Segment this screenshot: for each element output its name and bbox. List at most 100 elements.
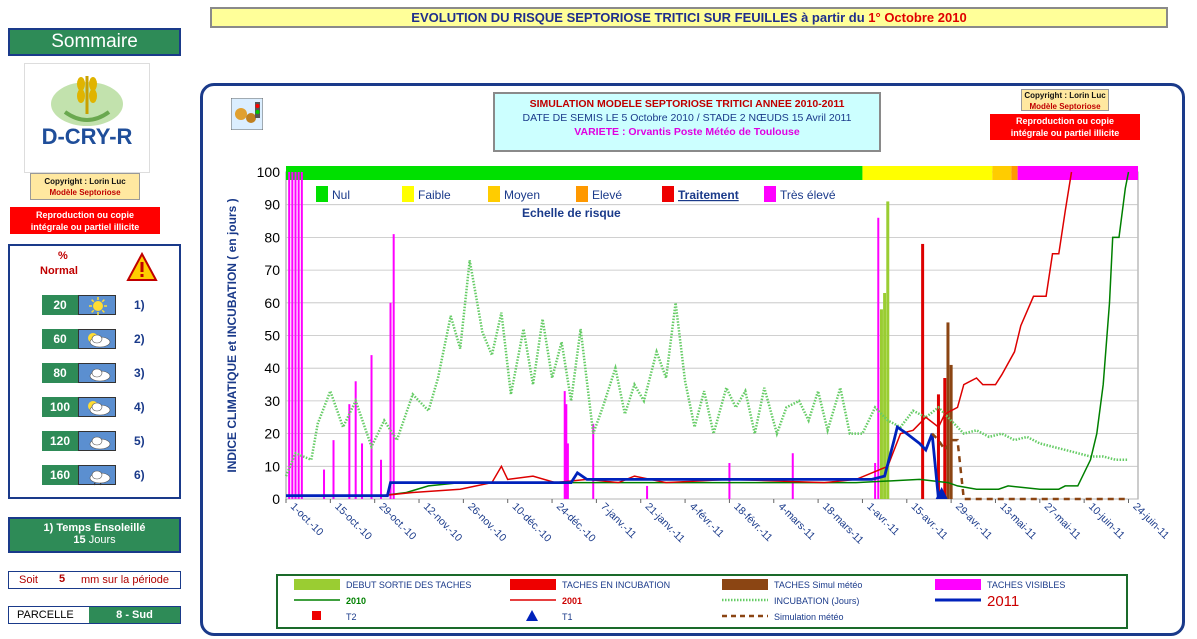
bar-taches-visibles xyxy=(323,469,326,499)
legend-label: TACHES VISIBLES xyxy=(987,580,1065,590)
bar-taches-visibles xyxy=(646,485,649,499)
risk-swatch xyxy=(764,186,776,202)
soit-unit: mm sur la période xyxy=(81,574,170,586)
bar-taches-en-incubation xyxy=(936,394,940,499)
scenario-row[interactable]: 120 5) xyxy=(10,430,180,452)
repro-line1: Reproduction ou copie xyxy=(36,210,134,220)
y-tick-label: 20 xyxy=(264,426,280,442)
bar-taches-visibles xyxy=(370,355,373,499)
wheat-logo-icon: D-CRY-R xyxy=(42,76,133,149)
legend-label: TACHES Simul météo xyxy=(774,580,862,590)
bar-taches-visibles xyxy=(877,217,880,499)
scenario-percent: 100 xyxy=(42,397,78,417)
risk-swatch xyxy=(662,186,674,202)
parcelle-value[interactable]: 8 - Sud xyxy=(89,607,180,623)
bar-taches-visibles xyxy=(332,440,335,499)
x-tick-label: 1-oct.-10 xyxy=(288,501,326,539)
series-line-2011 xyxy=(286,424,940,500)
scenario-number: 5) xyxy=(134,434,145,448)
soit-label: Soit xyxy=(19,574,38,586)
repro-line2: intégrale ou partiel illicite xyxy=(30,222,140,232)
x-tick-label: 15-oct.-10 xyxy=(332,501,374,543)
parcelle-label: PARCELLE xyxy=(17,609,74,621)
risk-scale-label: Traitement xyxy=(678,188,739,202)
risk-band-segment xyxy=(992,166,1012,180)
bar-taches-visibles xyxy=(300,172,303,499)
scenario-row[interactable]: 160 6) xyxy=(10,464,180,486)
bar-taches-visibles xyxy=(354,381,357,499)
legend-swatch xyxy=(526,610,538,621)
bar-taches-visibles xyxy=(297,172,300,499)
legend-label: INCUBATION (Jours) xyxy=(774,596,859,606)
bar-taches-en-incubation xyxy=(943,378,947,499)
reproduction-warning-right: Reproduction ou copie intégrale ou parti… xyxy=(990,114,1140,140)
x-tick-label: 18-mars-11 xyxy=(820,501,866,547)
bar-taches-visibles xyxy=(791,453,794,499)
sim-line2: DATE DE SEMIS LE 5 Octobre 2010 / STADE … xyxy=(522,112,852,124)
x-tick-label: 1-avr.-11 xyxy=(864,501,901,538)
y-tick-label: 30 xyxy=(264,393,280,409)
sommaire-button[interactable]: Sommaire xyxy=(8,28,181,56)
legend-swatch xyxy=(722,579,768,590)
cloud-icon xyxy=(78,363,116,383)
title-main: EVOLUTION DU RISQUE SEPTORIOSE TRITICI S… xyxy=(411,10,869,25)
scenario-row[interactable]: 80 3) xyxy=(10,362,180,384)
risk-band-segment xyxy=(1017,166,1138,180)
x-tick-label: 4-févr.-11 xyxy=(687,501,726,540)
x-tick-label: 27-mai-11 xyxy=(1042,501,1083,542)
weather-station-icon xyxy=(231,98,263,130)
normal-label: Normal xyxy=(40,265,78,277)
sun-cloud-icon xyxy=(78,397,116,417)
legend-label: TACHES EN INCUBATION xyxy=(562,580,670,590)
x-tick-label: 10-déc.-10 xyxy=(510,501,554,545)
risk-scale-label: Très élevé xyxy=(780,188,836,202)
temps-box: 1) Temps Ensoleillé 15 Jours xyxy=(8,517,181,553)
pct-label: % xyxy=(58,250,68,262)
y-tick-label: 50 xyxy=(264,328,280,344)
bar-taches-visibles xyxy=(728,463,731,499)
risk-scale-label: Nul xyxy=(332,188,350,202)
temps-label: 1) Temps Ensoleillé xyxy=(43,522,146,534)
legend-swatch xyxy=(294,579,340,590)
bar-taches-visibles xyxy=(392,234,395,499)
legend-items: DEBUT SORTIE DES TACHES TACHES EN INCUBAT… xyxy=(294,579,1065,622)
y-tick-label: 90 xyxy=(264,197,280,213)
x-tick-label: 13-mai-11 xyxy=(997,501,1038,542)
risk-swatch xyxy=(488,186,500,202)
risk-scale-title: Echelle de risque xyxy=(522,206,621,220)
bar-taches-visibles xyxy=(380,459,383,499)
legend-label: 2010 xyxy=(346,596,366,606)
chart-legend: DEBUT SORTIE DES TACHES TACHES EN INCUBAT… xyxy=(276,574,1128,629)
x-tick-label: 12-nov.-10 xyxy=(421,501,465,545)
copyright-line1: Copyright : Lorin Luc xyxy=(44,177,126,186)
bar-debut-sortie-des-taches xyxy=(886,201,890,499)
bar-taches-visibles xyxy=(563,391,566,499)
risk-scale-label: Faible xyxy=(418,188,451,202)
x-tick-label: 24-déc.-10 xyxy=(554,501,598,545)
y-tick-label: 70 xyxy=(264,262,280,278)
bar-taches-visibles xyxy=(566,443,569,499)
bar-taches-visibles xyxy=(348,404,351,499)
risk-band-segment xyxy=(862,166,993,180)
scenario-row[interactable]: 100 4) xyxy=(10,396,180,418)
marker-t1 xyxy=(935,487,948,499)
scenario-row[interactable]: 60 2) xyxy=(10,328,180,350)
legend-swatch xyxy=(510,579,556,590)
cloud-icon xyxy=(78,431,116,451)
series-line-incubation-jours- xyxy=(284,260,1129,477)
bar-debut-sortie-des-taches xyxy=(883,292,887,499)
risk-scale-label: Moyen xyxy=(504,188,540,202)
y-tick-label: 10 xyxy=(264,458,280,474)
temps-value: 15 xyxy=(73,534,86,546)
x-tick-label: 15-avr.-11 xyxy=(909,501,950,542)
y-tick-label: 80 xyxy=(264,229,280,245)
scenario-row[interactable]: 20 1) xyxy=(10,294,180,316)
legend-swatch xyxy=(935,579,981,590)
scenario-percent: 120 xyxy=(42,431,78,451)
title-date: 1° Octobre 2010 xyxy=(868,10,967,25)
bar-taches-en-incubation xyxy=(921,243,925,499)
legend-swatch xyxy=(312,611,321,620)
repro-right-line2: intégrale ou partiel illicite xyxy=(1010,128,1120,138)
sim-line3: VARIETE : Orvantis Poste Météo de Toulou… xyxy=(574,126,800,138)
y-axis-label: INDICE CLIMATIQUE et INCUBATION ( en jou… xyxy=(225,198,239,472)
